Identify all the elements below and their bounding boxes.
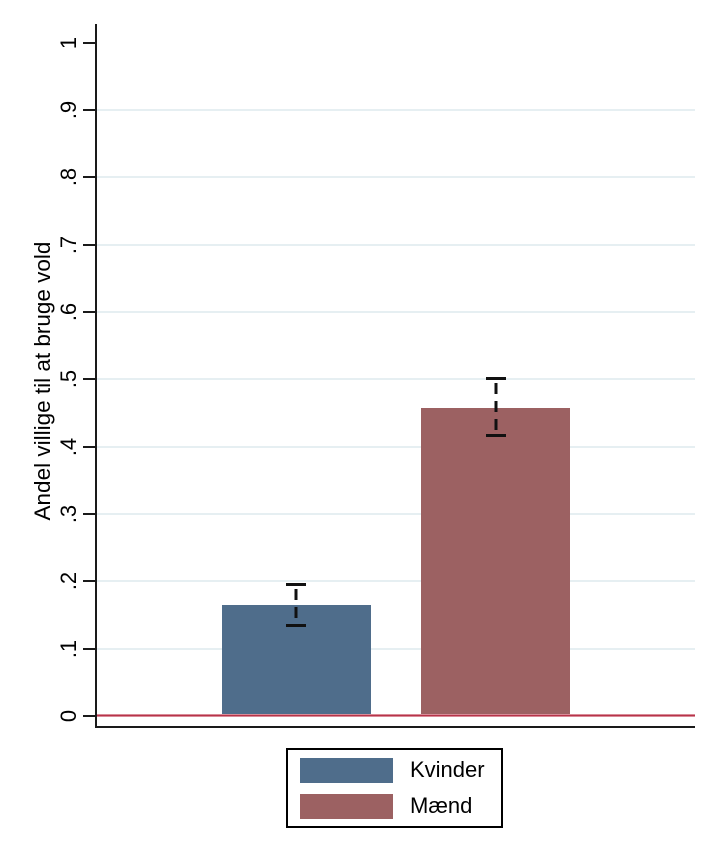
y-gridline [97,445,695,448]
y-axis-tick [83,243,95,246]
y-axis-tick [83,310,95,313]
y-axis-tick [83,715,95,717]
y-axis-tick [83,445,95,448]
y-tick-label: .2 [56,572,81,591]
y-axis-line [95,24,97,728]
y-gridline [97,512,695,515]
zero-reference-line [97,714,695,717]
y-tick-label: .8 [56,168,81,187]
y-gridline [97,647,695,650]
y-axis-title: Andel villige til at bruge vold [29,241,55,521]
y-gridline [97,378,695,381]
legend-item: Kvinder [300,757,501,783]
y-tick-label: 0 [56,709,81,723]
error-bar-cap-bottom [286,624,307,628]
legend-label: Mænd [410,793,473,818]
bar-m-nd [421,407,571,716]
y-tick-label: .1 [56,639,81,658]
bar-kvinder [221,604,371,716]
y-gridline [97,243,695,246]
y-axis-tick [83,41,95,44]
y-tick-label: .7 [56,235,81,254]
y-axis-tick [83,378,95,381]
legend-label: Kvinder [410,757,485,782]
error-bar-cap-top [286,583,307,587]
y-tick-label: .5 [56,370,81,389]
y-axis-tick [83,647,95,650]
error-bar-stem [494,383,498,431]
y-gridline [97,176,695,179]
error-bar-cap-bottom [485,433,506,437]
legend-swatch [300,793,393,819]
error-bar [286,583,307,628]
legend-item: Mænd [300,793,501,819]
y-axis-tick [83,512,95,515]
y-tick-label: .3 [56,504,81,524]
y-gridline [97,310,695,313]
y-axis-tick [83,176,95,179]
legend-swatch [300,757,393,783]
y-gridline [97,580,695,583]
legend: Kvinder Mænd [286,748,503,828]
y-tick-label: 1 [56,36,81,49]
error-bar [485,377,506,437]
x-axis-line [95,726,695,728]
error-bar-cap-top [485,377,506,381]
y-axis-tick [83,108,95,111]
y-gridline [97,108,695,111]
y-tick-label: .9 [56,100,81,120]
y-tick-label: .4 [56,437,81,456]
error-bar-stem [294,589,298,622]
y-tick-label: .6 [56,302,81,322]
y-axis-tick [83,580,95,583]
